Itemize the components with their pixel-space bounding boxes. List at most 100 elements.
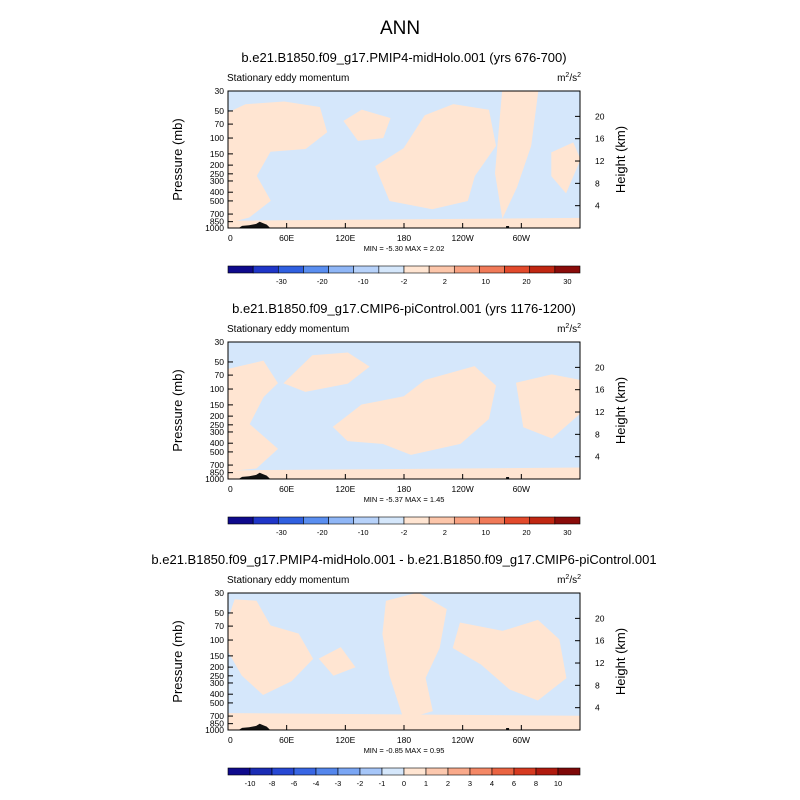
contour-region [228,101,328,224]
y-tick-label: 850 [210,217,224,227]
colorbar-label: -2 [401,277,408,286]
colorbar-label: 0 [402,779,406,788]
x-tick-label: 180 [397,233,411,243]
colorbar-swatch [271,767,295,776]
colorbar-swatch [378,516,405,525]
y-tick-label: 150 [210,400,224,410]
panel-subtitle: Stationary eddy momentum [227,575,349,586]
y-tick-label: 400 [210,689,224,699]
units-sep: /s [569,575,577,586]
colorbar-label: -2 [401,528,408,537]
x-tick-label: 120E [335,233,355,243]
topography [238,221,271,228]
colorbar-label: 30 [563,528,571,537]
x-tick-label: 120W [452,233,474,243]
y-tick-label: 150 [210,149,224,159]
colorbar-swatch [403,516,430,525]
units-sep: /s [569,324,577,335]
colorbar-label: -10 [358,528,369,537]
x-tick-label: 180 [397,735,411,745]
x-tick-label: 120E [335,735,355,745]
colorbar-label: 2 [446,779,450,788]
y-tick-label: 300 [210,678,224,688]
min-max-stats: MIN = -5.30 MAX = 2.02 [364,244,445,253]
colorbar-label: -20 [317,528,328,537]
y-tick-label: 400 [210,187,224,197]
y-tick-label: 500 [210,698,224,708]
x-tick-label: 180 [397,484,411,494]
units-exp: 2 [577,323,581,330]
colorbar-swatch [513,767,537,776]
x-tick-label: 120E [335,484,355,494]
x-tick-label: 120W [452,484,474,494]
topography [506,728,510,730]
height-tick-label: 12 [595,658,605,668]
contour-field [228,91,580,228]
colorbar-swatch [249,767,273,776]
topography [238,472,271,479]
colorbar-label: 4 [490,779,494,788]
colorbar-swatch [469,767,493,776]
y2-axis-label: Height (km) [613,126,628,193]
topography [238,723,271,730]
y-tick-label: 1000 [205,223,224,233]
y2-axis-label: Height (km) [613,628,628,695]
colorbar-swatch [227,516,254,525]
y-tick-label: 250 [210,420,224,430]
colorbar-label: -3 [335,779,342,788]
colorbar-swatch [252,516,279,525]
x-tick-label: 60W [513,484,530,494]
colorbar-swatch [535,767,559,776]
contour-region [318,647,356,676]
colorbar-label: 10 [482,277,490,286]
colorbar-swatch [529,265,556,274]
y-axis-label: Pressure (mb) [170,369,185,451]
y-tick-label: 500 [210,196,224,206]
height-tick-label: 16 [595,636,605,646]
y-tick-label: 200 [210,160,224,170]
y-tick-label: 30 [215,86,225,96]
y-tick-label: 850 [210,468,224,478]
height-tick-label: 8 [595,429,600,439]
colorbar-swatch [447,767,471,776]
y-tick-label: 850 [210,719,224,729]
colorbar-swatch [303,516,329,525]
colorbar-label: 30 [563,277,571,286]
contour-region [343,109,391,141]
panel-title: b.e21.B1850.f09_g17.PMIP4-midHolo.001 - … [151,552,656,567]
y-tick-label: 250 [210,169,224,179]
y-tick-label: 400 [210,438,224,448]
colorbar-label: -10 [358,277,369,286]
units-exp: 2 [565,574,569,581]
panel-subtitle: Stationary eddy momentum [227,324,349,335]
y-tick-label: 700 [210,209,224,219]
colorbar-label: 2 [443,277,447,286]
colorbar-swatch [504,516,531,525]
min-max-stats: MIN = -0.85 MAX = 0.95 [364,746,445,755]
colorbar-swatch [403,265,430,274]
height-tick-label: 20 [595,362,605,372]
y-tick-label: 50 [215,608,225,618]
colorbar-swatch [479,265,505,274]
y-tick-label: 150 [210,651,224,661]
colorbar-swatch [428,516,455,525]
contour-region [551,142,580,194]
colorbar-swatch [277,516,304,525]
x-tick-label: 60E [279,484,294,494]
colorbar-label: 6 [512,779,516,788]
contour-region [228,360,279,472]
y-tick-label: 300 [210,176,224,186]
x-tick-label: 0 [228,735,233,745]
contour-field [228,352,580,479]
colorbar-swatch [378,265,405,274]
colorbar-label: -8 [269,779,276,788]
y-tick-label: 50 [215,357,225,367]
page-title: ANN [380,18,420,39]
units-label: m2/s2 [557,323,581,335]
contour-field [228,593,580,730]
panel-title: b.e21.B1850.f09_g17.PMIP4-midHolo.001 (y… [241,50,566,65]
colorbar-swatch [479,516,505,525]
y-tick-label: 70 [215,370,225,380]
x-tick-label: 60W [513,233,530,243]
